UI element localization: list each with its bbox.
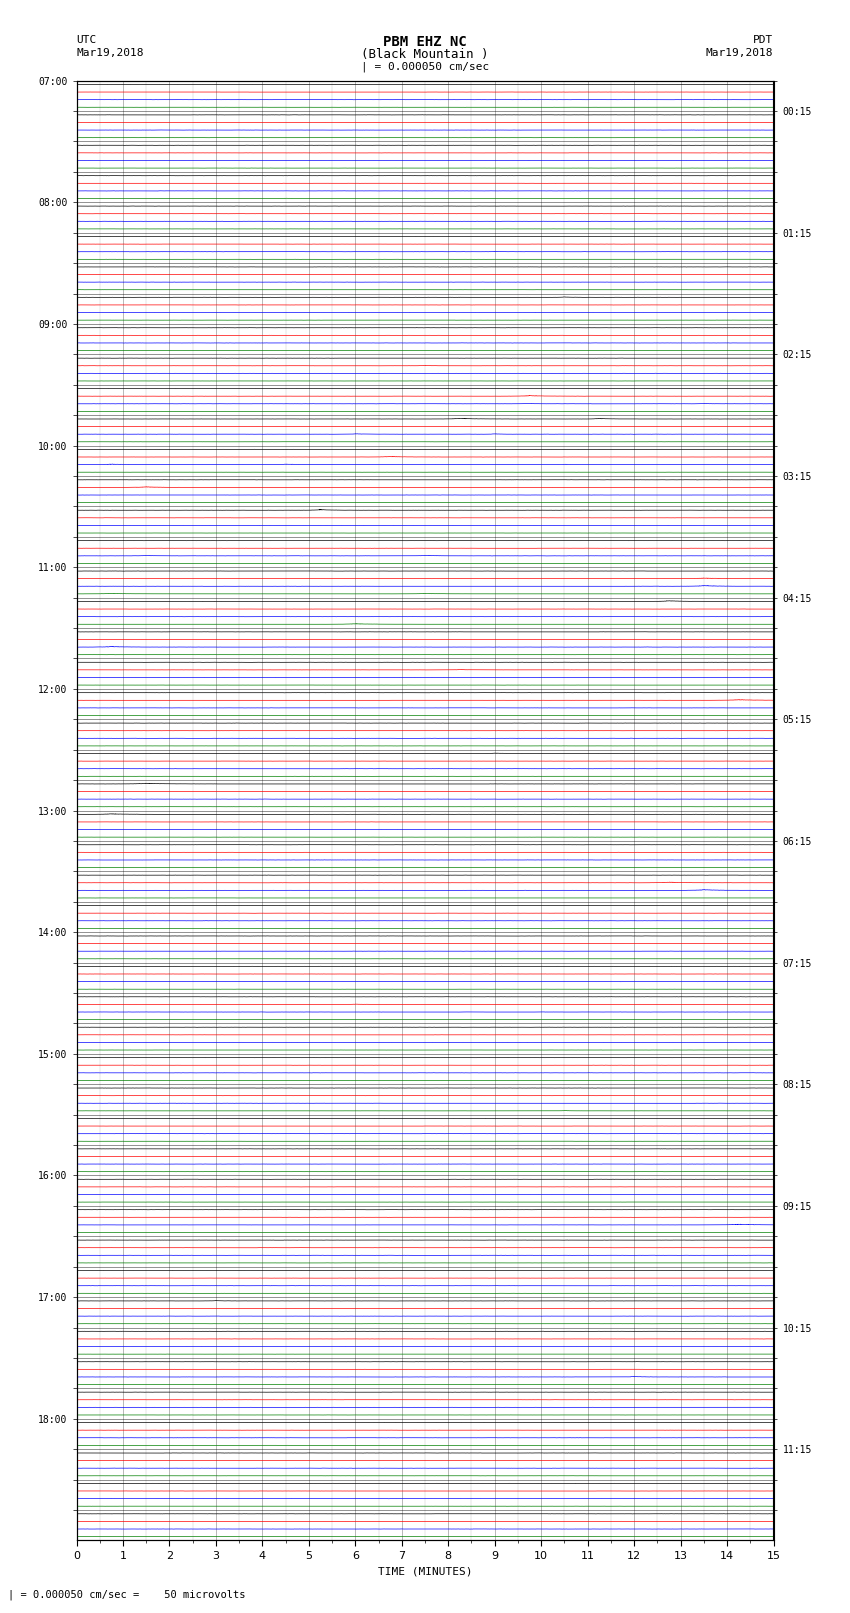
Text: PDT: PDT (753, 35, 774, 45)
Text: Mar19,2018: Mar19,2018 (706, 48, 774, 58)
Text: PBM EHZ NC: PBM EHZ NC (383, 35, 467, 50)
Text: | = 0.000050 cm/sec: | = 0.000050 cm/sec (361, 61, 489, 73)
Text: UTC: UTC (76, 35, 97, 45)
Text: (Black Mountain ): (Black Mountain ) (361, 48, 489, 61)
Text: Mar19,2018: Mar19,2018 (76, 48, 144, 58)
X-axis label: TIME (MINUTES): TIME (MINUTES) (377, 1566, 473, 1576)
Text: | = 0.000050 cm/sec =    50 microvolts: | = 0.000050 cm/sec = 50 microvolts (8, 1589, 246, 1600)
